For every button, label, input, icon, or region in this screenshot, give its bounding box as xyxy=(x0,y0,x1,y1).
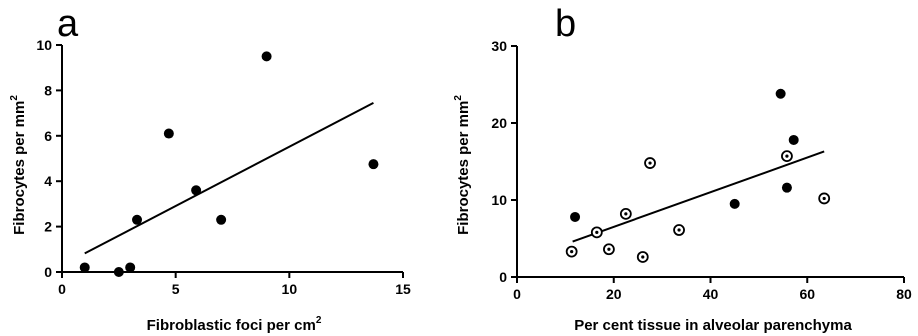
panel-b-data-point-open xyxy=(636,251,649,263)
panel-b-data-point-filled xyxy=(570,211,581,222)
panel-a-data-point-filled xyxy=(125,262,136,273)
panel-a-data-point-filled xyxy=(113,267,124,277)
panel-b-data-point-open xyxy=(590,226,603,239)
panel-a-y-tick-label: 0 xyxy=(44,264,52,280)
open-marker-dot xyxy=(648,161,652,165)
panel-b-x-axis-title: Per cent tissue in alveolar parenchyma xyxy=(574,317,852,334)
open-marker-dot xyxy=(677,228,681,232)
panel-a-y-tick-label: 8 xyxy=(44,82,52,98)
panel-b-y-tick-label: 0 xyxy=(499,269,507,285)
panel-a-x-axis-title: Fibroblastic foci per cm2 xyxy=(147,315,322,334)
panel-a-data-point-filled xyxy=(163,128,174,139)
panel-a-y-tick-label: 6 xyxy=(44,128,52,144)
panel-a-label: a xyxy=(57,3,79,45)
panel-a-x-tick-label: 15 xyxy=(395,281,411,297)
panel-b-y-tick-label: 30 xyxy=(491,38,507,54)
panel-a-data-point-filled xyxy=(132,214,143,225)
panel-b-data-point-open xyxy=(565,245,578,258)
panel-a-data-point-filled xyxy=(261,51,272,62)
panel-a-y-tick-label: 10 xyxy=(36,37,52,53)
panel-a-regression-line xyxy=(84,101,374,255)
panel-b-x-tick-label: 0 xyxy=(513,286,521,302)
panel-b-data-point-open xyxy=(673,224,685,236)
panel-b-data-point-open xyxy=(818,192,831,205)
panel-b-chart: b Per cent tissue in alveolar parenchyma… xyxy=(453,3,912,334)
panel-a-x-tick-label: 5 xyxy=(172,281,180,297)
panel-a-x-tick-label: 0 xyxy=(58,281,66,297)
panel-b-x-tick-label: 40 xyxy=(703,286,719,302)
panel-a-y-tick-label: 4 xyxy=(44,173,52,189)
panel-b-data-point-filled xyxy=(775,88,786,99)
panel-b-data-point-filled xyxy=(729,198,740,209)
panel-a-y-tick-label: 2 xyxy=(44,219,52,235)
panel-b-y-tick-label: 10 xyxy=(491,192,507,208)
open-marker-dot xyxy=(607,247,611,251)
panel-a-x-tick-label: 10 xyxy=(282,281,298,297)
panel-a-data-point-filled xyxy=(216,214,227,225)
panel-b-data-point-open xyxy=(619,207,632,220)
open-marker-dot xyxy=(570,249,574,254)
panel-b-y-tick-label: 20 xyxy=(491,115,507,131)
panel-b-data-point-open xyxy=(781,150,793,163)
panel-b-label: b xyxy=(555,3,576,45)
panel-a-data-point-filled xyxy=(191,185,202,196)
panel-b-data-point-filled xyxy=(788,134,799,145)
open-marker-dot xyxy=(624,212,628,216)
panel-a-y-axis-title: Fibrocytes per mm2 xyxy=(9,95,28,235)
open-marker-dot xyxy=(641,255,645,259)
panel-a-data-point-filled xyxy=(79,262,90,273)
panel-b-regression-line xyxy=(572,150,825,243)
open-marker-dot xyxy=(822,196,826,201)
panel-a-chart: a Fibroblastic foci per cm2 Fibrocytes p… xyxy=(9,3,411,334)
panel-b-x-tick-label: 80 xyxy=(896,286,912,302)
panel-b-x-tick-label: 20 xyxy=(606,286,622,302)
open-marker-dot xyxy=(595,230,599,234)
panel-b-y-axis-title: Fibrocytes per mm2 xyxy=(453,95,472,235)
panel-b-data-point-open xyxy=(603,243,615,256)
open-marker-dot xyxy=(785,154,789,158)
panel-b-data-point-filled xyxy=(781,182,792,193)
panel-b-data-point-open xyxy=(644,157,656,169)
panel-b-x-tick-label: 60 xyxy=(799,286,815,302)
panel-a-data-point-filled xyxy=(368,159,379,170)
